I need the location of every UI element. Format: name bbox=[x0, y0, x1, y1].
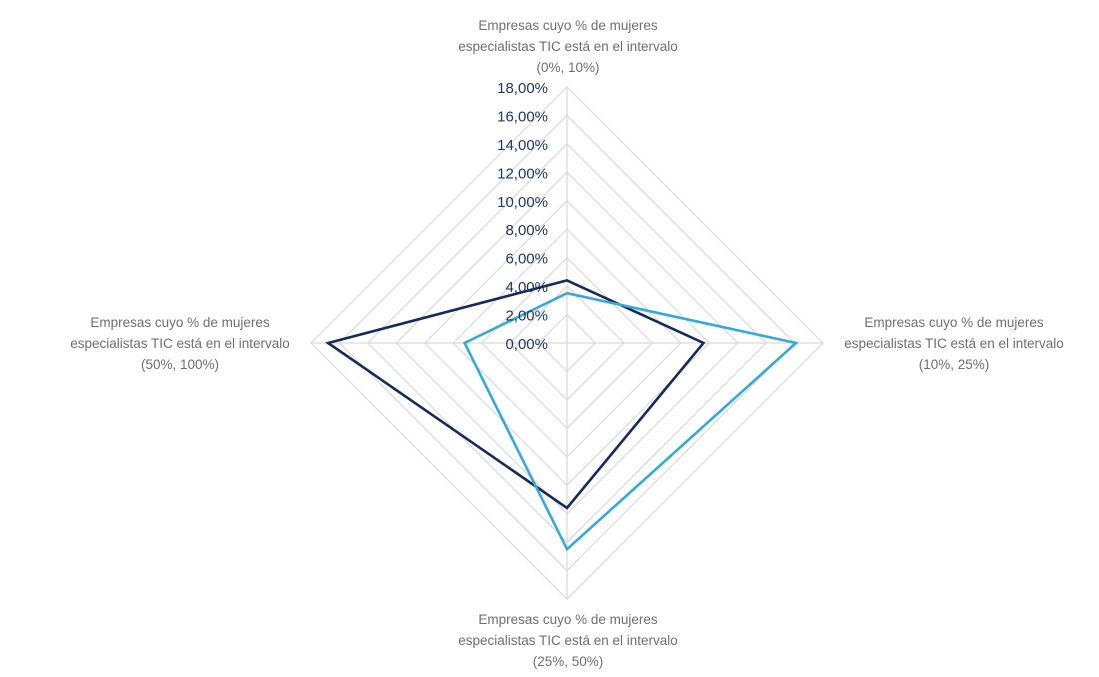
axis-label-top-line1: Empresas cuyo % de mujeres bbox=[478, 18, 658, 33]
axis-label-right-line1: Empresas cuyo % de mujeres bbox=[864, 315, 1044, 330]
series-line-1 bbox=[462, 291, 799, 552]
tick-label-8: 16,00% bbox=[497, 108, 548, 125]
tick-label-1: 2,00% bbox=[505, 308, 548, 325]
tick-label-2: 4,00% bbox=[505, 279, 548, 296]
axis-label-top-line2: especialistas TIC está en el intervalo bbox=[458, 39, 678, 54]
axis-label-right-line3: (10%, 25%) bbox=[918, 357, 990, 372]
tick-label-3: 6,00% bbox=[505, 251, 548, 268]
radar-grid bbox=[310, 86, 824, 600]
axis-label-left-line2: especialistas TIC está en el intervalo bbox=[70, 336, 290, 351]
radial-tick-labels: 0,00% 2,00% 4,00% 6,00% 8,00% 10,00% 12,00% 14,… bbox=[497, 80, 548, 353]
axis-label-right-line2: especialistas TIC está en el intervalo bbox=[844, 336, 1064, 351]
axis-label-left: Empresas cuyo % de mujeres especialistas… bbox=[40, 312, 320, 375]
axis-label-top-line3: (0%, 10%) bbox=[536, 60, 600, 75]
tick-label-4: 8,00% bbox=[505, 222, 548, 239]
tick-label-9: 18,00% bbox=[497, 80, 548, 97]
axis-label-bottom: Empresas cuyo % de mujeres especialistas… bbox=[428, 609, 708, 672]
tick-label-0: 0,00% bbox=[505, 336, 548, 353]
axis-label-bottom-line1: Empresas cuyo % de mujeres bbox=[478, 612, 658, 627]
radar-series-group bbox=[325, 279, 799, 552]
axis-label-bottom-line2: especialistas TIC está en el intervalo bbox=[458, 633, 678, 648]
tick-label-5: 10,00% bbox=[497, 194, 548, 211]
tick-label-6: 12,00% bbox=[497, 165, 548, 182]
axis-label-right: Empresas cuyo % de mujeres especialistas… bbox=[814, 312, 1094, 375]
axis-label-left-line1: Empresas cuyo % de mujeres bbox=[90, 315, 270, 330]
tick-label-7: 14,00% bbox=[497, 137, 548, 154]
axis-label-bottom-line3: (25%, 50%) bbox=[532, 654, 604, 669]
axis-label-left-line3: (50%, 100%) bbox=[140, 357, 220, 372]
series-line-0 bbox=[325, 279, 706, 510]
axis-label-top: Empresas cuyo % de mujeres especialistas… bbox=[428, 15, 708, 78]
